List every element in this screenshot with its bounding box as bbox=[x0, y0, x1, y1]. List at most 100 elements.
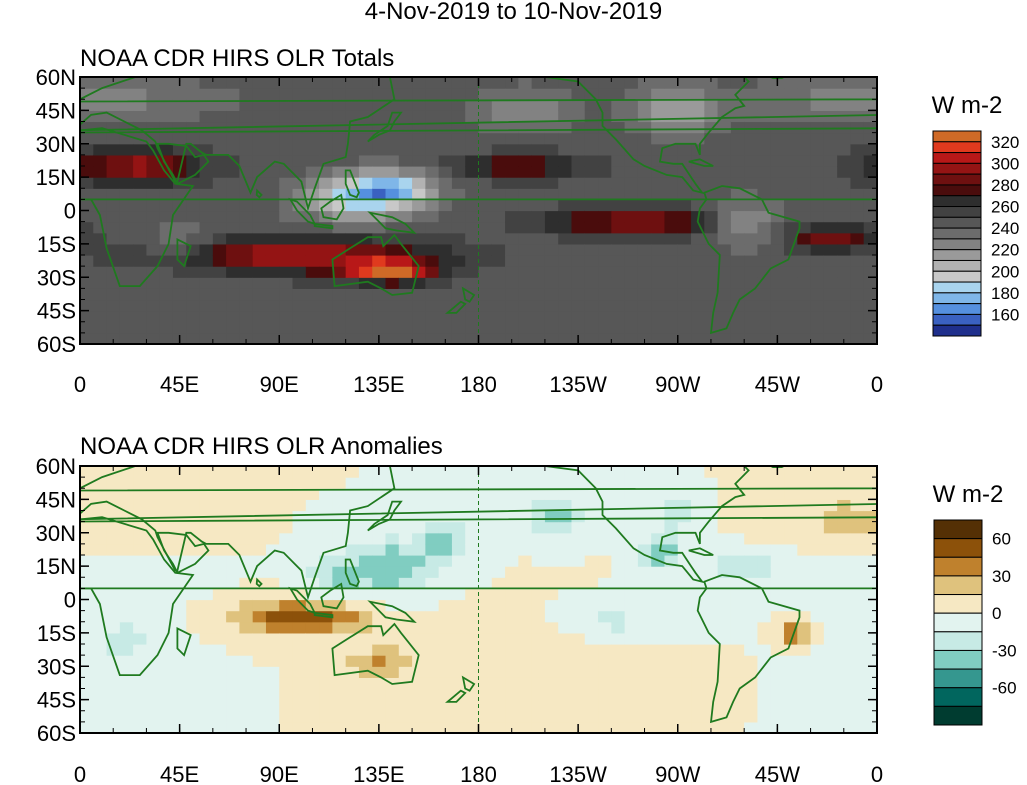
field-cell bbox=[80, 199, 94, 212]
colorbar-tick-label: 320 bbox=[991, 133, 1019, 152]
field-cell bbox=[119, 99, 134, 111]
field-cell bbox=[744, 177, 759, 189]
y-tick-label: 45S bbox=[37, 688, 76, 713]
field-cell bbox=[398, 177, 413, 189]
field-cell bbox=[505, 332, 519, 344]
field-cell bbox=[505, 721, 519, 733]
field-cell bbox=[837, 88, 852, 100]
field-cell bbox=[810, 321, 825, 334]
field-cell bbox=[172, 132, 187, 145]
field-cell bbox=[425, 255, 440, 267]
field-cell bbox=[611, 521, 626, 534]
field-cell bbox=[199, 466, 214, 478]
field-cell bbox=[119, 310, 134, 323]
field-cell bbox=[598, 310, 612, 323]
field-cell bbox=[358, 677, 373, 690]
field-cell bbox=[571, 288, 586, 301]
field-cell bbox=[93, 532, 108, 545]
field-cell bbox=[637, 110, 652, 123]
field-cell bbox=[478, 688, 493, 701]
field-cell bbox=[770, 566, 785, 578]
field-cell bbox=[518, 699, 533, 712]
field-cell bbox=[717, 188, 732, 200]
field-cell bbox=[863, 166, 877, 178]
field-cell bbox=[226, 210, 240, 223]
colorbar-tick-label: 260 bbox=[991, 198, 1019, 217]
field-cell bbox=[305, 543, 320, 556]
field-cell bbox=[784, 521, 798, 534]
field-cell bbox=[491, 710, 506, 723]
field-cell bbox=[717, 332, 732, 344]
field-cell bbox=[292, 666, 307, 678]
field-cell bbox=[518, 566, 533, 578]
field-cell bbox=[119, 499, 134, 512]
field-cell bbox=[451, 621, 466, 634]
field-cell bbox=[611, 210, 626, 223]
field-cell bbox=[784, 210, 798, 223]
field-cell bbox=[199, 88, 214, 100]
field-cell bbox=[624, 621, 639, 634]
field-cell bbox=[345, 188, 360, 200]
field-cell bbox=[571, 666, 586, 678]
field-cell bbox=[491, 555, 506, 567]
field-cell bbox=[252, 477, 267, 489]
field-cell bbox=[810, 188, 825, 200]
field-cell bbox=[226, 566, 240, 578]
field-cell bbox=[239, 477, 254, 489]
field-cell bbox=[119, 166, 134, 178]
field-cell bbox=[252, 655, 267, 667]
field-cell bbox=[677, 299, 692, 312]
field-cell bbox=[491, 577, 506, 589]
field-cell bbox=[837, 510, 852, 523]
field-cell bbox=[345, 488, 360, 500]
field-cell bbox=[172, 610, 187, 623]
field-cell bbox=[106, 510, 121, 523]
field-cell bbox=[159, 188, 174, 200]
field-cell bbox=[505, 299, 519, 312]
field-cell bbox=[358, 310, 373, 323]
field-cell bbox=[106, 655, 121, 667]
field-cell bbox=[478, 710, 493, 723]
field-cell bbox=[279, 332, 294, 344]
field-cell bbox=[385, 321, 400, 334]
field-cell bbox=[518, 310, 533, 323]
field-cell bbox=[544, 644, 559, 656]
field-cell bbox=[850, 721, 865, 733]
field-cell bbox=[239, 555, 254, 567]
field-cell bbox=[438, 99, 453, 111]
field-cell bbox=[863, 232, 877, 245]
field-cell bbox=[691, 510, 705, 523]
field-cell bbox=[863, 466, 877, 478]
field-cell bbox=[199, 99, 214, 111]
field-cell bbox=[797, 632, 812, 645]
field-cell bbox=[544, 143, 559, 156]
field-cell bbox=[810, 599, 825, 612]
field-cell bbox=[717, 132, 732, 145]
colorbar-swatch bbox=[932, 259, 982, 272]
field-cell bbox=[172, 143, 187, 156]
field-cell bbox=[717, 588, 732, 601]
field-cell bbox=[810, 588, 825, 601]
field-cell bbox=[518, 599, 533, 612]
field-cell bbox=[784, 177, 798, 189]
field-cell bbox=[93, 555, 108, 567]
field-cell bbox=[265, 310, 280, 323]
field-cell bbox=[717, 266, 732, 278]
field-cell bbox=[744, 543, 759, 556]
field-cell bbox=[651, 499, 666, 512]
field-cell bbox=[611, 88, 626, 100]
new-zealand-north-coastline bbox=[461, 675, 476, 692]
field-cell bbox=[784, 232, 798, 245]
field-cell bbox=[823, 299, 838, 312]
field-cell bbox=[624, 199, 639, 212]
field-cell bbox=[146, 477, 161, 489]
field-cell bbox=[744, 143, 759, 156]
field-cell bbox=[704, 299, 719, 312]
field-cell bbox=[598, 132, 612, 145]
field-cell bbox=[677, 310, 692, 323]
field-cell bbox=[292, 566, 307, 578]
field-cell bbox=[358, 666, 373, 678]
field-cell bbox=[677, 677, 692, 690]
field-cell bbox=[717, 721, 732, 733]
colorbar-swatch bbox=[933, 668, 983, 689]
